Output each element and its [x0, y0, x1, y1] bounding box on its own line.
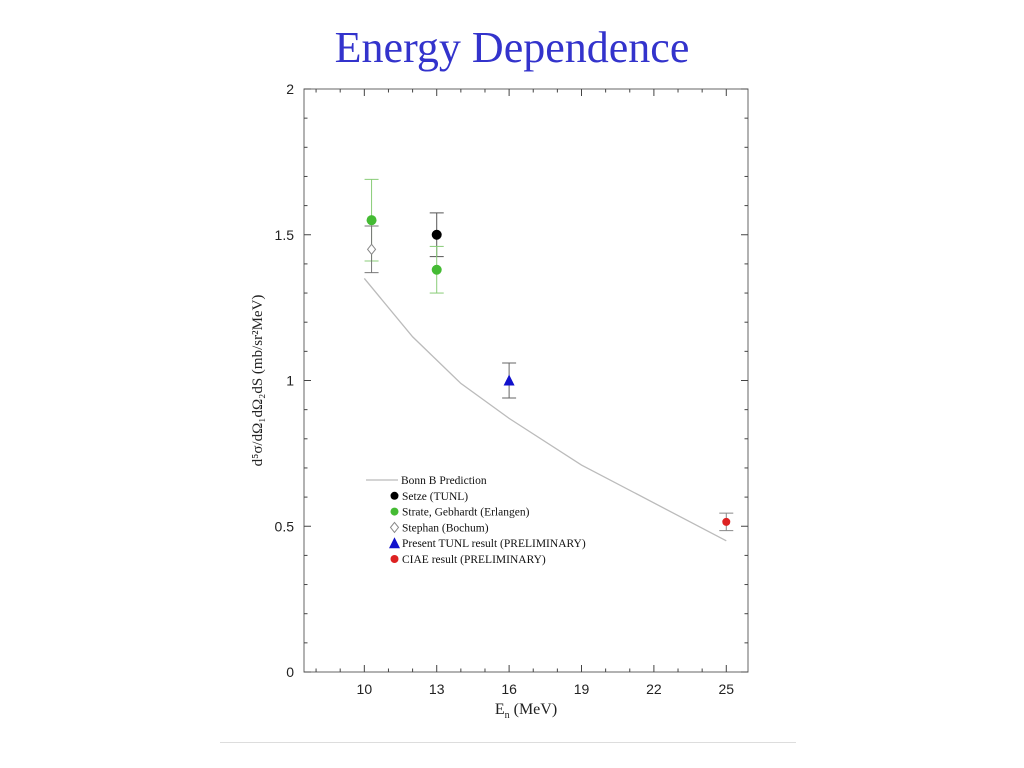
y-axis-label: d⁵σ/dΩ₁dΩ₂dS (mb/sr²MeV) — [250, 295, 266, 467]
y-tick-label: 1.5 — [275, 227, 295, 243]
x-axis-label: En (MeV) — [495, 701, 557, 721]
data-point — [431, 229, 442, 240]
plot-frame — [303, 88, 749, 673]
x-tick-label: 10 — [357, 681, 373, 697]
legend-label: CIAE result (PRELIMINARY) — [402, 554, 546, 566]
legend-marker — [390, 491, 399, 500]
divider — [220, 742, 796, 743]
legend-marker — [389, 537, 400, 549]
x-tick-label: 16 — [501, 681, 517, 697]
data-point — [503, 374, 515, 386]
y-tick-label: 2 — [286, 81, 294, 97]
data-point — [431, 264, 442, 275]
legend-marker — [390, 507, 399, 516]
legend-marker — [389, 521, 400, 534]
x-tick-label: 22 — [646, 681, 662, 697]
legend-marker — [390, 555, 399, 563]
legend-label: Strate, Gebhardt (Erlangen) — [402, 507, 530, 519]
series-line-bonn-b — [363, 278, 727, 542]
x-tick-label: 25 — [718, 681, 734, 697]
data-point — [366, 215, 377, 226]
legend-label: Setze (TUNL) — [402, 491, 468, 503]
slide-title: Energy Dependence — [334, 23, 690, 72]
x-tick-label: 19 — [574, 681, 590, 697]
legend-label: Stephan (Bochum) — [402, 522, 489, 534]
legend-label: Bonn B Prediction — [401, 475, 487, 487]
data-point — [722, 517, 731, 526]
y-tick-label: 0 — [286, 664, 294, 680]
legend-label: Present TUNL result (PRELIMINARY) — [402, 538, 586, 550]
y-tick-label: 0.5 — [275, 518, 295, 534]
data-point — [366, 243, 377, 256]
x-tick-label: 13 — [429, 681, 445, 697]
y-tick-label: 1 — [286, 373, 294, 389]
